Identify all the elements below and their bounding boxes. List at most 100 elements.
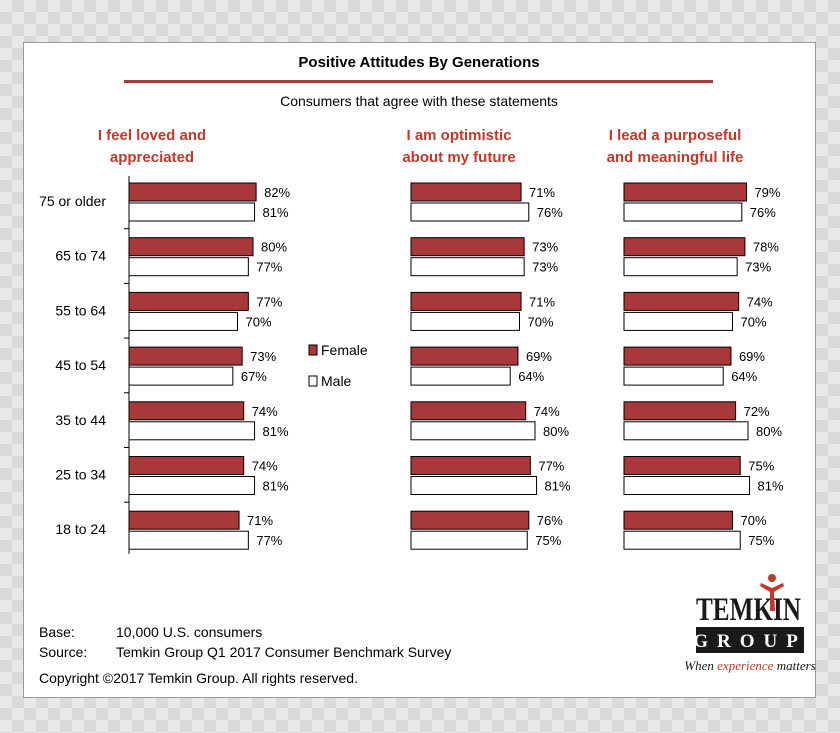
- data-label: 81%: [263, 205, 289, 220]
- data-label: 81%: [263, 479, 289, 494]
- data-label: 77%: [256, 533, 282, 548]
- bar-female: [128, 346, 243, 366]
- bar-male: [623, 530, 741, 550]
- data-label: 75%: [535, 533, 561, 548]
- data-label: 70%: [741, 314, 767, 329]
- panel-titles: I feel loved and appreciated I am optimist…: [98, 127, 744, 166]
- data-label: 64%: [518, 369, 544, 384]
- data-label: 76%: [537, 205, 563, 220]
- bar-female: [623, 182, 747, 202]
- data-label: 70%: [246, 314, 272, 329]
- category-label: 25 to 34: [55, 467, 106, 483]
- base-label: Base:: [39, 624, 75, 640]
- data-label: 69%: [739, 349, 765, 364]
- data-label: 77%: [256, 260, 282, 275]
- bar-male: [128, 530, 249, 550]
- data-label: 71%: [529, 185, 555, 200]
- source-label: Source:: [39, 644, 87, 660]
- bar-male: [410, 366, 511, 386]
- category-label: 65 to 74: [55, 248, 106, 264]
- category-labels: 75 or older 65 to 74 55 to 64 45 to 54 35 to…: [39, 193, 106, 537]
- bar-female: [128, 456, 245, 475]
- data-label: 80%: [543, 424, 569, 439]
- chart-subtitle: Consumers that agree with these statemen…: [280, 93, 558, 109]
- data-label: 81%: [263, 424, 289, 439]
- bar-male: [410, 202, 530, 222]
- source-value: Temkin Group Q1 2017 Consumer Benchmark …: [116, 644, 451, 660]
- data-label: 77%: [538, 459, 564, 474]
- attitudes-chart: Positive Attitudes By Generations Consum…: [39, 54, 816, 686]
- data-label: 73%: [532, 240, 558, 255]
- panel-title-line: I feel loved and: [98, 127, 206, 144]
- title-underline: [124, 80, 713, 83]
- bar-male: [410, 421, 536, 441]
- footer: Base: 10,000 U.S. consumers Source: Temk…: [39, 624, 451, 686]
- bar-female: [623, 401, 737, 421]
- logo-tagline: When experience matters: [684, 658, 815, 673]
- data-label: 81%: [545, 479, 571, 494]
- bar-male: [623, 421, 749, 441]
- chart-frame: Positive Attitudes By Generations Consum…: [23, 42, 816, 698]
- bar-female: [128, 510, 240, 530]
- bar-female: [410, 510, 530, 530]
- data-label: 70%: [741, 513, 767, 528]
- bar-male: [128, 202, 256, 222]
- legend-swatch-male: [308, 375, 318, 387]
- bar-female: [410, 401, 527, 421]
- data-label: 77%: [256, 294, 282, 309]
- bar-female: [128, 182, 257, 202]
- bar-female: [410, 291, 522, 311]
- legend-label-male: Male: [321, 373, 352, 389]
- panel-title-line: I am optimistic: [406, 127, 511, 144]
- bar-female: [623, 510, 733, 530]
- data-label: 78%: [753, 240, 779, 255]
- data-label: 80%: [756, 424, 782, 439]
- bar-male: [410, 257, 525, 277]
- bar-male: [410, 530, 528, 550]
- bar-male: [623, 202, 743, 222]
- data-label: 82%: [264, 185, 290, 200]
- category-label: 18 to 24: [55, 521, 106, 537]
- bar-male: [128, 366, 234, 386]
- data-label: 75%: [748, 459, 774, 474]
- legend: Female Male: [308, 342, 368, 389]
- data-label: 74%: [252, 459, 278, 474]
- bar-female: [410, 346, 519, 366]
- data-label: 74%: [747, 294, 773, 309]
- data-label: 74%: [534, 404, 560, 419]
- bar-female: [623, 456, 741, 475]
- logo-figure-icon: [760, 574, 784, 611]
- bar-male: [623, 257, 738, 277]
- bar-male: [128, 421, 256, 441]
- bar-female: [410, 182, 522, 202]
- data-label: 73%: [532, 260, 558, 275]
- bar-male: [128, 257, 249, 277]
- data-label: 81%: [758, 479, 784, 494]
- copyright-text: Copyright ©2017 Temkin Group. All rights…: [39, 670, 358, 686]
- data-label: 74%: [252, 404, 278, 419]
- bar-female: [623, 237, 746, 257]
- bar-male: [623, 366, 724, 386]
- data-label: 80%: [261, 240, 287, 255]
- category-label: 45 to 54: [55, 357, 106, 373]
- base-value: 10,000 U.S. consumers: [116, 624, 262, 640]
- data-label: 70%: [528, 314, 554, 329]
- data-label: 71%: [247, 513, 273, 528]
- bar-male: [128, 476, 256, 495]
- bar-male: [410, 311, 520, 331]
- data-label: 79%: [754, 185, 780, 200]
- panel-title-line: I lead a purposeful: [609, 127, 742, 144]
- bar-male: [623, 311, 733, 331]
- bar-male: [410, 476, 538, 495]
- category-label: 75 or older: [39, 193, 106, 209]
- panel-title-line: about my future: [402, 149, 515, 166]
- bar-female: [410, 456, 531, 475]
- bar-female: [623, 291, 740, 311]
- data-label: 72%: [744, 404, 770, 419]
- panel-title-line: and meaningful life: [607, 149, 744, 166]
- category-label: 55 to 64: [55, 302, 106, 318]
- legend-swatch-female: [308, 344, 318, 356]
- logo-word-group: GROUP: [693, 631, 807, 652]
- data-label: 73%: [745, 260, 771, 275]
- bar-female: [623, 346, 732, 366]
